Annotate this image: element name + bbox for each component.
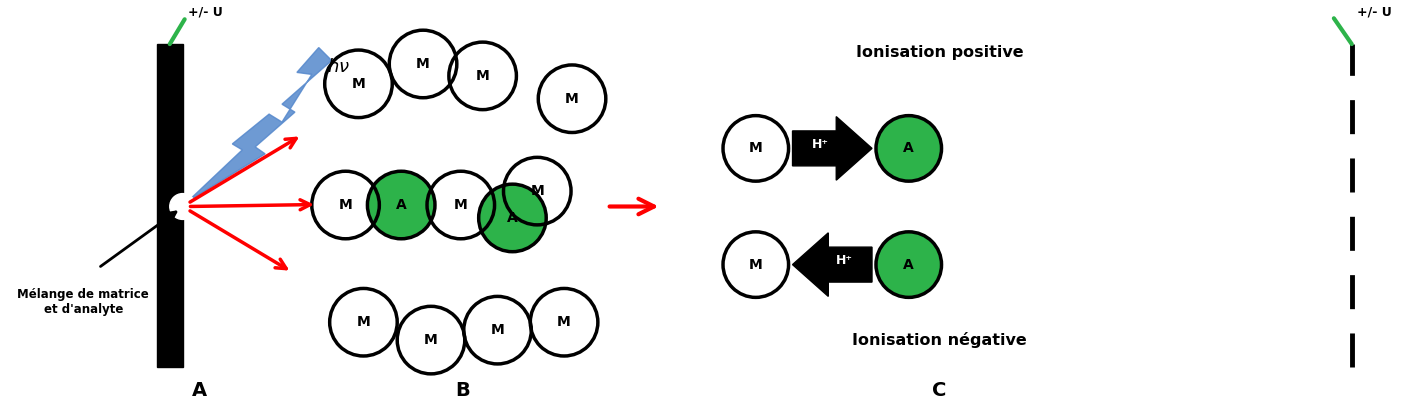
Text: A: A: [508, 211, 517, 225]
Text: H⁺: H⁺: [836, 254, 852, 267]
Text: Ionisation négative: Ionisation négative: [852, 332, 1026, 348]
Text: Mélange de matrice
et d'analyte: Mélange de matrice et d'analyte: [17, 288, 149, 316]
Circle shape: [367, 171, 435, 239]
Circle shape: [325, 50, 393, 118]
Circle shape: [449, 42, 516, 110]
Text: H⁺: H⁺: [812, 138, 829, 151]
Circle shape: [876, 116, 942, 181]
Text: M: M: [491, 323, 505, 337]
Circle shape: [397, 306, 464, 374]
Text: M: M: [475, 69, 489, 83]
Text: A: A: [903, 141, 914, 155]
Text: A: A: [192, 381, 207, 400]
Polygon shape: [188, 47, 332, 202]
Circle shape: [464, 297, 531, 364]
Circle shape: [530, 288, 597, 356]
Circle shape: [538, 65, 606, 133]
Polygon shape: [792, 233, 872, 297]
Text: Ionisation positive: Ionisation positive: [855, 45, 1023, 59]
Text: +/- U: +/- U: [188, 6, 223, 19]
Text: M: M: [339, 198, 352, 212]
Circle shape: [329, 288, 397, 356]
Text: C: C: [932, 381, 946, 400]
Text: M: M: [454, 198, 468, 212]
Text: M: M: [749, 258, 763, 272]
Text: +/- U: +/- U: [1357, 6, 1391, 19]
Text: A: A: [903, 258, 914, 272]
Circle shape: [390, 30, 457, 98]
Text: M: M: [749, 141, 763, 155]
Circle shape: [876, 232, 942, 297]
Circle shape: [478, 184, 547, 252]
Text: A: A: [395, 198, 407, 212]
Bar: [157, 44, 182, 367]
Circle shape: [723, 232, 788, 297]
Text: B: B: [456, 381, 470, 400]
Text: M: M: [530, 184, 544, 198]
Circle shape: [723, 116, 788, 181]
Circle shape: [503, 157, 571, 225]
Text: M: M: [416, 57, 430, 71]
Text: M: M: [557, 315, 571, 329]
Text: M: M: [425, 333, 437, 347]
Text: $h\nu$: $h\nu$: [327, 59, 349, 76]
Circle shape: [428, 171, 495, 239]
Polygon shape: [792, 116, 872, 180]
Circle shape: [311, 171, 380, 239]
Text: M: M: [565, 92, 579, 106]
Circle shape: [170, 194, 196, 219]
Text: M: M: [352, 77, 366, 91]
Text: M: M: [356, 315, 370, 329]
